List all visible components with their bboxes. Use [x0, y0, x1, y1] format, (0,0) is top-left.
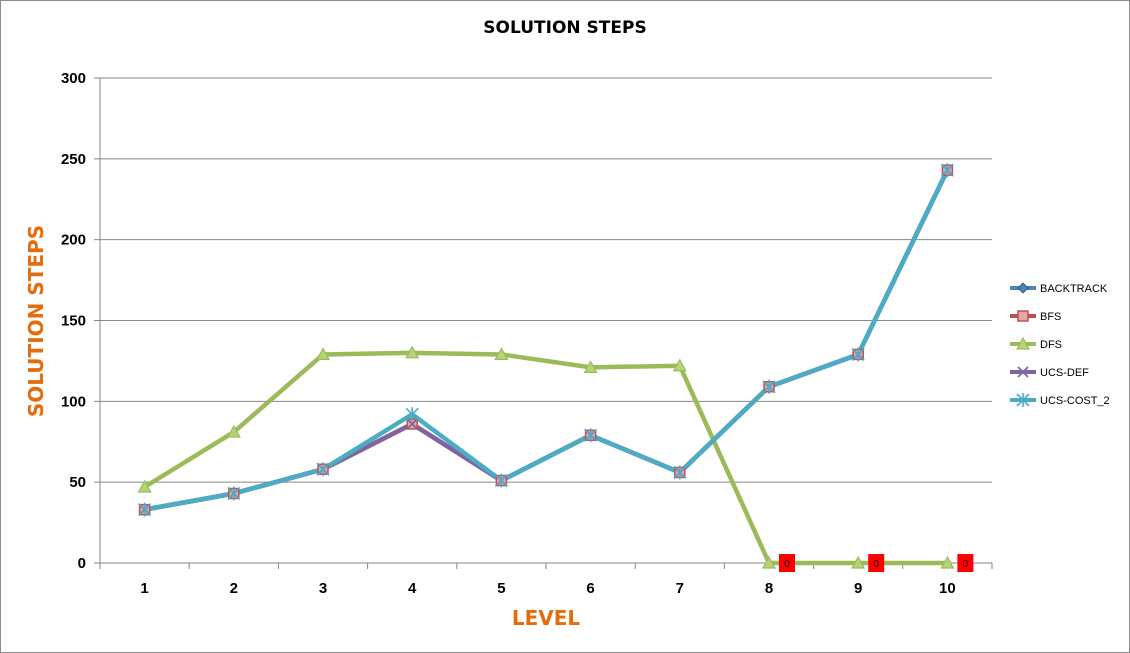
marker-dfs — [315, 347, 331, 361]
y-tick-label: 250 — [61, 151, 86, 168]
gridlines — [100, 77, 992, 483]
marker-dfs — [672, 358, 687, 372]
legend-marker-ucs-cost-2 — [1016, 393, 1030, 407]
marker-dfs — [583, 360, 598, 373]
legend-marker-ucs-def — [1017, 366, 1029, 378]
y-tick-label: 0 — [78, 555, 86, 572]
data-labels: 0 0 0 — [779, 554, 974, 572]
series-line-ucs-cost-2 — [142, 167, 950, 512]
x-tick-label: 4 — [408, 580, 417, 597]
y-axis-title: SOLUTION STEPS — [24, 225, 48, 417]
marker-ucs-cost-2 — [227, 486, 241, 501]
marker-ucs-cost-2 — [851, 347, 865, 362]
marker-ucs-cost-2 — [138, 502, 152, 517]
data-label: 0 — [873, 559, 879, 570]
legend-marker-backtrack — [1017, 282, 1029, 294]
series-lines — [142, 167, 950, 566]
marker-ucs-cost-2 — [673, 465, 687, 480]
marker-ucs-def — [406, 418, 418, 430]
marker-ucs-cost-2 — [405, 407, 419, 422]
data-label-box — [957, 554, 974, 572]
legend-label-ucs-cost-2: UCS-COST_2 — [1040, 395, 1110, 407]
x-tick-label: 2 — [230, 580, 238, 597]
legend-label-bfs: BFS — [1040, 311, 1061, 323]
marker-dfs — [226, 424, 241, 438]
data-label-box — [868, 554, 885, 572]
x-tick-label: 8 — [765, 580, 773, 597]
marker-ucs-cost-2 — [494, 473, 508, 488]
data-label: 0 — [963, 559, 969, 570]
y-tick-label: 100 — [61, 393, 86, 410]
marker-dfs — [761, 555, 777, 569]
x-tick-label: 9 — [854, 580, 862, 597]
y-tick-label: 150 — [61, 313, 86, 330]
y-tick-label: 300 — [61, 70, 86, 87]
marker-ucs-cost-2 — [940, 163, 954, 178]
legend-label-backtrack: BACKTRACK — [1040, 283, 1108, 295]
marker-ucs-cost-2 — [316, 462, 330, 477]
data-label: 0 — [784, 559, 790, 570]
legend-marker-bfs — [1017, 310, 1029, 322]
marker-dfs — [940, 555, 955, 569]
marker-ucs-cost-2 — [584, 428, 598, 443]
x-axis-title: LEVEL — [512, 606, 581, 630]
y-tick-label: 50 — [69, 474, 86, 491]
x-tick-label: 6 — [586, 580, 594, 597]
legend: BACKTRACK BFS DFS UCS-DEF UCS-COST_2 — [1010, 282, 1110, 407]
series-markers — [137, 163, 955, 569]
legend-label-ucs-def: UCS-DEF — [1040, 367, 1089, 379]
legend-label-dfs: DFS — [1040, 339, 1062, 351]
marker-dfs — [494, 347, 509, 361]
x-tick-label: 7 — [676, 580, 684, 597]
data-label-box — [779, 554, 795, 572]
marker-dfs — [405, 345, 420, 359]
x-tick-label: 5 — [497, 580, 505, 597]
legend-marker-dfs — [1015, 336, 1031, 350]
series-line-dfs — [142, 350, 950, 566]
y-tick-label: 200 — [61, 232, 86, 249]
x-tick-label: 1 — [140, 580, 148, 597]
marker-dfs — [137, 479, 152, 493]
marker-dfs — [851, 555, 866, 569]
chart-title: SOLUTION STEPS — [483, 18, 646, 38]
axes: 0 50 100 150 200 250 300 1 2 3 4 5 6 7 8 9 10 — [61, 70, 993, 597]
x-tick-label: 3 — [319, 580, 327, 597]
x-tick-label: 10 — [939, 580, 956, 597]
marker-ucs-cost-2 — [762, 379, 776, 394]
